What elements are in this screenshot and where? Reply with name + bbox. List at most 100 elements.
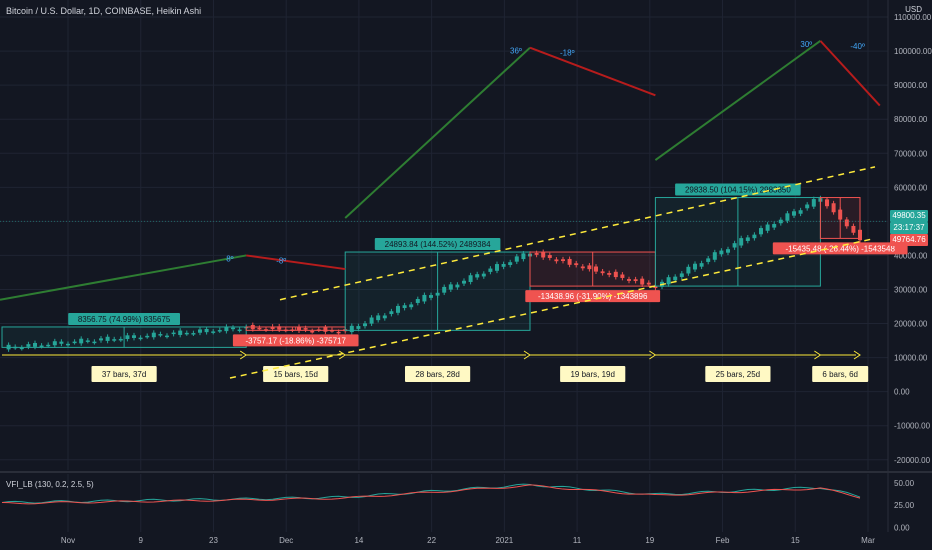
candle-body [547,255,552,258]
move-label: 8356.75 (74.99%) 835675 [78,315,171,324]
candle-body [844,219,849,227]
candle-body [719,250,724,255]
candle-body [224,326,229,332]
candle-body [759,228,763,235]
x-tick-label: 19 [645,536,654,545]
candle-body [145,335,150,338]
indicator-tick-label: 0.00 [894,524,910,533]
candle-body [231,327,235,330]
move-label-bg [525,290,661,303]
trend-line [246,254,346,271]
candle-body [99,338,103,341]
candle-body [448,284,453,290]
candle-body [653,286,658,289]
move-label-bg [675,183,801,196]
candle-body [475,274,480,278]
symbol-title: Bitcoin / U.S. Dollar, 1D, COINBASE, Hei… [6,6,202,16]
bar-count-label: 6 bars, 6d [822,370,858,379]
candle-body [277,326,282,330]
move-label: -13438.96 (-31.90%) -1343896 [538,292,648,301]
x-tick-label: 15 [791,536,800,545]
candle-body [33,342,37,347]
candle-body [151,332,156,338]
x-tick-label: 14 [354,536,363,545]
candle-body [488,268,493,272]
x-tick-label: Mar [861,536,875,545]
candle-body [706,258,711,262]
move-label: 29838.50 (104.15%) 2983850 [685,186,791,195]
candle-body [633,279,638,282]
candle-body [422,294,427,302]
y-tick-label: -20000.00 [894,456,931,465]
indicator-tick-label: 50.00 [894,479,915,488]
candle-body [666,277,671,285]
bar-count-label: 15 bars, 15d [273,370,317,379]
y-tick-label: -10000.00 [894,422,931,431]
candle-body [356,326,361,329]
bar-count-bg [812,366,869,382]
move-label-bg [374,238,501,251]
trend-line [819,40,881,107]
candle-body [19,347,24,350]
x-tick-label: 23 [209,536,218,545]
candle-body [646,282,651,285]
candle-body [732,243,737,248]
x-tick-label: 2021 [495,536,513,545]
x-tick-label: Dec [279,536,293,545]
candle-body [686,266,691,274]
currency-label: USD [905,5,922,14]
move-label: -3757.17 (-18.86%) -375717 [245,336,346,345]
candle-body [679,273,684,277]
candle-body [165,335,169,338]
candle-body [376,315,381,321]
y-tick-label: 20000.00 [894,320,928,329]
candle-body [765,224,770,231]
candle-body [257,327,262,330]
x-tick-label: 22 [427,536,436,545]
candle-body [726,249,730,253]
bar-count-arrowhead [853,350,861,360]
candle-body [567,258,572,265]
bar-count-label: 37 bars, 37d [102,370,146,379]
y-tick-label: 60000.00 [894,183,928,192]
candle-body [462,280,466,284]
candle-body [752,234,757,239]
candle-body [613,271,618,278]
candle-body [501,264,506,267]
candle-body [198,329,202,333]
candle-body [112,339,117,341]
candle-body [382,315,387,319]
candle-body [785,213,790,221]
candle-body [574,263,579,266]
candle-body [587,265,592,270]
trend-line [654,40,821,161]
candle-body [369,317,374,324]
candle-body [132,335,136,338]
y-tick-label: 80000.00 [894,115,928,124]
candle-body [607,273,612,275]
candle-body [178,330,183,335]
bar-count-label: 28 bars, 28d [415,370,459,379]
candle-body [191,333,196,335]
candle-body [481,273,486,277]
channel-upper [279,166,876,301]
candle-body [66,343,70,346]
candle-body [798,210,803,214]
last-price-tag: 49800.35 [890,210,928,222]
candle-body [712,252,717,260]
bar-count-bg [560,366,626,382]
indicator-line [1,483,861,504]
candle-body [745,237,750,241]
candle-body [217,330,222,332]
candle-body [349,325,354,333]
indicator-signal-line [1,484,861,505]
candle-body [26,344,31,347]
move-label: 24893.84 (144.52%) 2489384 [385,240,491,249]
candle-body [72,341,77,344]
candle-body [92,341,97,344]
candle-body [640,278,645,285]
candle-body [52,341,57,346]
y-tick-label: 100000.00 [894,47,932,56]
bar-count-bg [91,366,157,382]
